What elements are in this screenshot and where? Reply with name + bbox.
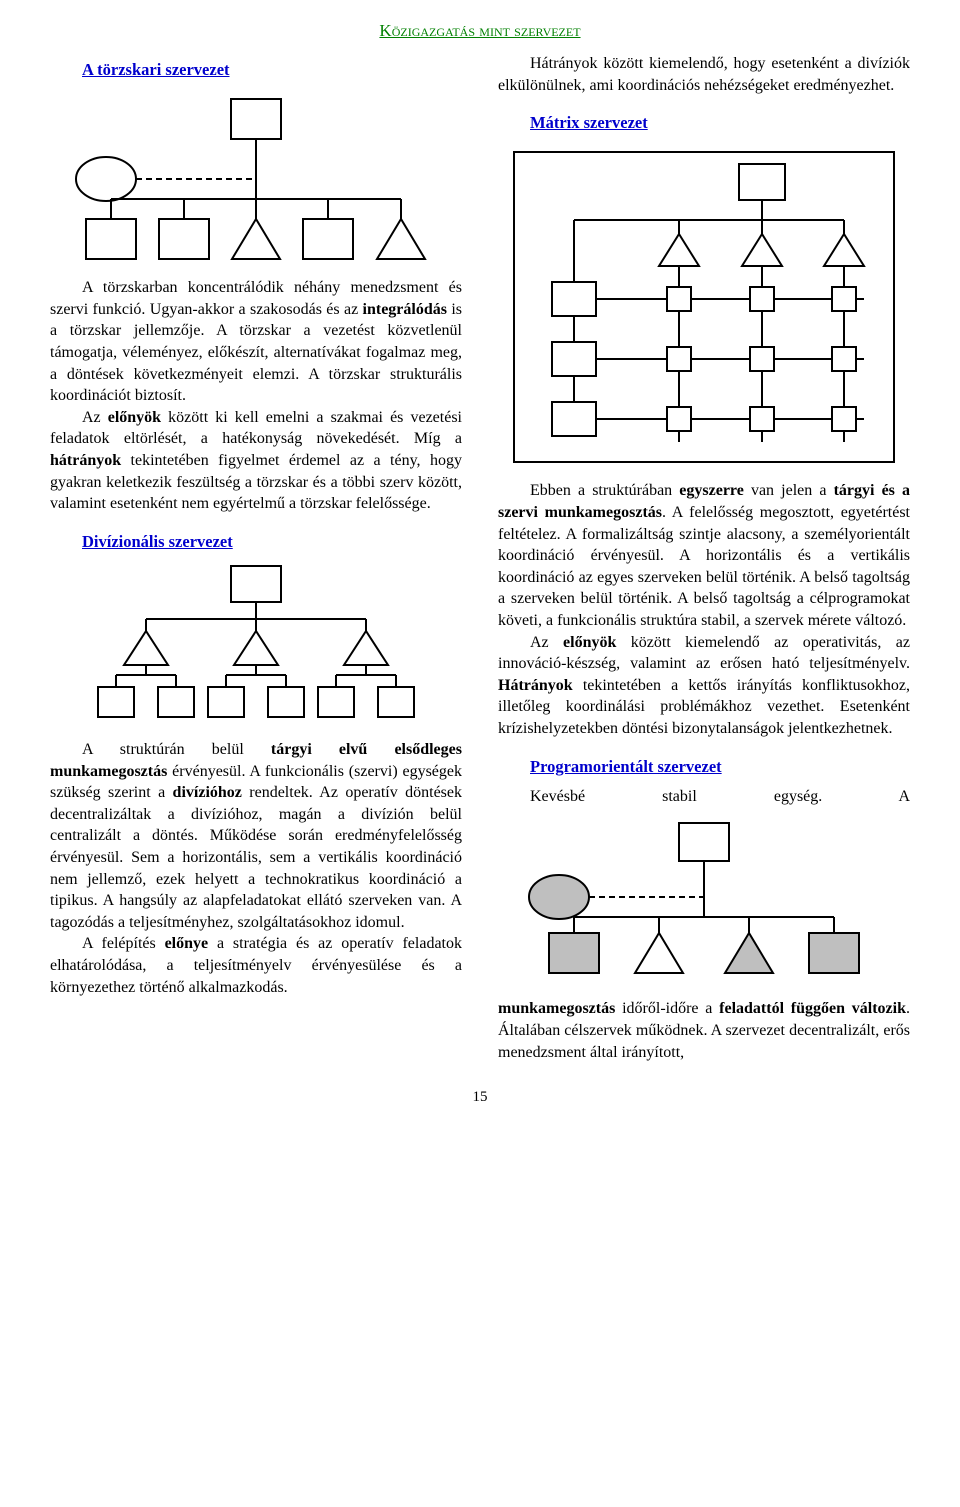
t: rendeltek. Az operatív döntések decentra…	[50, 784, 462, 931]
t: Hátrányok	[498, 677, 573, 694]
diagram-matrix	[504, 142, 904, 472]
section-title-torzskari: A törzskari szervezet	[50, 59, 462, 81]
t: előnye	[165, 935, 209, 952]
t: időről-időre a	[615, 1000, 719, 1017]
t: A felépítés	[82, 935, 165, 952]
left-para-2: Az előnyök között ki kell emelni a szakm…	[50, 407, 462, 515]
t: munkamegosztás	[498, 1000, 615, 1017]
t: van jelen a	[744, 482, 834, 499]
right-para-2: Ebben a struktúrában egyszerre van jelen…	[498, 480, 910, 631]
right-para-1: Hátrányok között kiemelendő, hogy eseten…	[498, 53, 910, 96]
left-para-1: A törzskarban koncentrálódik néhány mene…	[50, 277, 462, 407]
t: Az	[530, 634, 563, 651]
diagram-torzskari	[56, 89, 456, 269]
left-para-4: A felépítés előnye a stratégia és az ope…	[50, 933, 462, 998]
t: . A felelősség megosztott, egyetértést f…	[498, 504, 910, 629]
two-column-layout: A törzskari szervezet	[50, 53, 910, 1063]
t: Az	[82, 409, 108, 426]
t: feladattól függően változik	[719, 1000, 906, 1017]
page-header: Közigazgatás mint szervezet	[50, 20, 910, 43]
diagram-program	[504, 815, 904, 990]
right-para-3: Az előnyök között kiemelendő az operativ…	[498, 632, 910, 740]
t: hátrányok	[50, 452, 121, 469]
t: divízióhoz	[173, 784, 242, 801]
section-title-program: Programorientált szervezet	[498, 756, 910, 778]
section-title-divizionalis: Divízionális szervezet	[50, 531, 462, 553]
right-column: Hátrányok között kiemelendő, hogy eseten…	[498, 53, 910, 1063]
t: előnyök	[108, 409, 161, 426]
section-title-matrix: Mátrix szervezet	[498, 112, 910, 134]
diagram-divizionalis	[56, 561, 456, 731]
t: egyszerre	[679, 482, 744, 499]
right-para-5: munkamegosztás időről-időre a feladattól…	[498, 998, 910, 1063]
t: Ebben a struktúrában	[530, 482, 679, 499]
page-number: 15	[50, 1087, 910, 1107]
t: A struktúrán belül	[82, 741, 271, 758]
right-para-4: Kevésbé stabil egység. A	[498, 786, 910, 808]
t: integrálódás	[363, 301, 447, 318]
left-column: A törzskari szervezet	[50, 53, 462, 1063]
left-para-3: A struktúrán belül tárgyi elvű elsődlege…	[50, 739, 462, 933]
t: előnyök	[563, 634, 616, 651]
